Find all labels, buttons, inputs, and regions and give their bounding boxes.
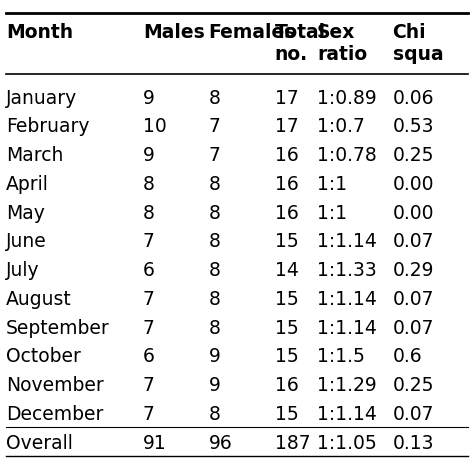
Text: 8: 8: [209, 290, 220, 309]
Text: 7: 7: [143, 376, 155, 395]
Text: 0.53: 0.53: [392, 118, 434, 137]
Text: Males: Males: [143, 23, 204, 42]
Text: August: August: [6, 290, 72, 309]
Text: February: February: [6, 118, 90, 137]
Text: 1:1: 1:1: [317, 175, 347, 194]
Text: 1:1.14: 1:1.14: [317, 405, 377, 424]
Text: 9: 9: [143, 89, 155, 108]
Text: 15: 15: [275, 405, 299, 424]
Text: 0.00: 0.00: [392, 175, 434, 194]
Text: 0.07: 0.07: [392, 405, 434, 424]
Text: 1:0.89: 1:0.89: [317, 89, 377, 108]
Text: 7: 7: [209, 118, 220, 137]
Text: 6: 6: [143, 261, 155, 280]
Text: 8: 8: [209, 232, 220, 251]
Text: 0.07: 0.07: [392, 290, 434, 309]
Text: 0.13: 0.13: [392, 434, 434, 453]
Text: 16: 16: [275, 146, 299, 165]
Text: 8: 8: [209, 175, 220, 194]
Text: May: May: [6, 204, 45, 223]
Text: 1:1.33: 1:1.33: [317, 261, 377, 280]
Text: 0.07: 0.07: [392, 232, 434, 251]
Text: 9: 9: [209, 347, 220, 366]
Text: 14: 14: [275, 261, 299, 280]
Text: 0.25: 0.25: [392, 376, 434, 395]
Text: Chi
squa: Chi squa: [392, 23, 443, 64]
Text: 8: 8: [209, 261, 220, 280]
Text: 1:1.14: 1:1.14: [317, 319, 377, 337]
Text: 0.25: 0.25: [392, 146, 434, 165]
Text: 8: 8: [143, 204, 155, 223]
Text: November: November: [6, 376, 104, 395]
Text: 7: 7: [143, 232, 155, 251]
Text: 16: 16: [275, 204, 299, 223]
Text: 8: 8: [209, 405, 220, 424]
Text: 8: 8: [209, 89, 220, 108]
Text: 6: 6: [143, 347, 155, 366]
Text: October: October: [6, 347, 81, 366]
Text: Overall: Overall: [6, 434, 73, 453]
Text: 1:1.14: 1:1.14: [317, 232, 377, 251]
Text: 96: 96: [209, 434, 232, 453]
Text: December: December: [6, 405, 103, 424]
Text: 7: 7: [209, 146, 220, 165]
Text: 0.00: 0.00: [392, 204, 434, 223]
Text: 1:1.14: 1:1.14: [317, 290, 377, 309]
Text: June: June: [6, 232, 47, 251]
Text: 1:1: 1:1: [317, 204, 347, 223]
Text: 91: 91: [143, 434, 166, 453]
Text: 1:0.78: 1:0.78: [317, 146, 377, 165]
Text: 7: 7: [143, 405, 155, 424]
Text: March: March: [6, 146, 64, 165]
Text: 7: 7: [143, 290, 155, 309]
Text: 8: 8: [209, 204, 220, 223]
Text: Sex
ratio: Sex ratio: [317, 23, 367, 64]
Text: Females: Females: [209, 23, 296, 42]
Text: 16: 16: [275, 175, 299, 194]
Text: 0.07: 0.07: [392, 319, 434, 337]
Text: July: July: [6, 261, 40, 280]
Text: 15: 15: [275, 347, 299, 366]
Text: 187: 187: [275, 434, 310, 453]
Text: 9: 9: [209, 376, 220, 395]
Text: 0.29: 0.29: [392, 261, 434, 280]
Text: 10: 10: [143, 118, 166, 137]
Text: 15: 15: [275, 290, 299, 309]
Text: January: January: [6, 89, 77, 108]
Text: 1:1.5: 1:1.5: [317, 347, 365, 366]
Text: April: April: [6, 175, 49, 194]
Text: 1:1.05: 1:1.05: [317, 434, 377, 453]
Text: Total
no.: Total no.: [275, 23, 326, 64]
Text: 7: 7: [143, 319, 155, 337]
Text: 15: 15: [275, 232, 299, 251]
Text: 1:0.7: 1:0.7: [317, 118, 365, 137]
Text: 17: 17: [275, 89, 299, 108]
Text: Month: Month: [6, 23, 73, 42]
Text: 15: 15: [275, 319, 299, 337]
Text: 1:1.29: 1:1.29: [317, 376, 377, 395]
Text: 16: 16: [275, 376, 299, 395]
Text: 0.06: 0.06: [392, 89, 434, 108]
Text: 17: 17: [275, 118, 299, 137]
Text: 0.6: 0.6: [392, 347, 422, 366]
Text: 8: 8: [209, 319, 220, 337]
Text: 8: 8: [143, 175, 155, 194]
Text: 9: 9: [143, 146, 155, 165]
Text: September: September: [6, 319, 110, 337]
